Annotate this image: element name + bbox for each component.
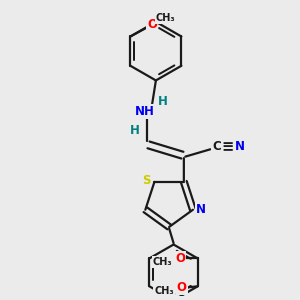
Text: CH₃: CH₃ [156,13,176,23]
Text: ≡: ≡ [222,139,234,154]
Text: NH: NH [135,105,155,118]
Text: H: H [130,124,140,137]
Text: CH₃: CH₃ [154,286,174,296]
Text: H: H [158,95,168,108]
Text: C: C [212,140,220,153]
Text: N: N [235,140,245,153]
Text: O: O [175,252,185,265]
Text: O: O [147,18,157,31]
Text: O: O [177,281,187,294]
Text: S: S [142,174,150,187]
Text: CH₃: CH₃ [153,257,172,267]
Text: N: N [196,203,206,216]
